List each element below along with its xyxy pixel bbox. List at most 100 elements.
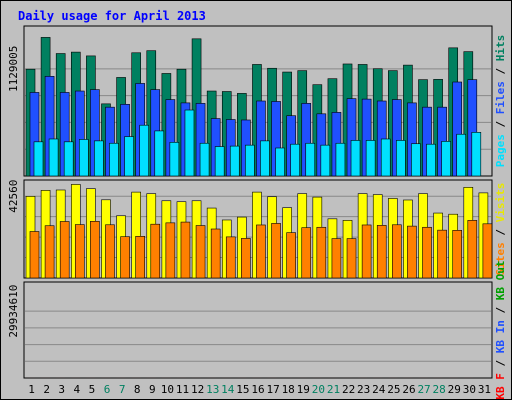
- bar-pages-28: [441, 141, 451, 177]
- x-tick-label-21: 21: [327, 383, 340, 396]
- bar-sites-10: [165, 222, 176, 279]
- x-tick-label-12: 12: [191, 383, 204, 396]
- bar-sites-9: [150, 223, 161, 279]
- legend-entry-top-3: /: [494, 61, 507, 81]
- x-tick-label-20: 20: [312, 383, 325, 396]
- bar-pages-20: [320, 144, 331, 177]
- bar-pages-19: [305, 142, 316, 177]
- x-tick-label-8: 8: [134, 383, 141, 396]
- legend-entry-bottom-3: /: [494, 300, 507, 320]
- bar-sites-30: [467, 220, 478, 279]
- x-tick-label-18: 18: [282, 383, 295, 396]
- bar-sites-6: [105, 224, 115, 279]
- x-tick-label-2: 2: [43, 383, 50, 396]
- bar-pages-2: [48, 138, 59, 177]
- series-sites: [29, 220, 493, 279]
- bar-sites-13: [210, 228, 221, 279]
- bar-sites-3: [59, 221, 70, 279]
- x-tick-label-17: 17: [266, 383, 279, 396]
- bar-pages-10: [169, 141, 180, 177]
- bar-pages-27: [426, 143, 436, 177]
- x-tick-label-3: 3: [58, 383, 65, 396]
- legend-entry-top-1: /: [494, 114, 507, 134]
- x-tick-label-29: 29: [448, 383, 461, 396]
- bar-sites-20: [316, 226, 327, 279]
- bar-sites-8: [135, 236, 145, 279]
- legend-entry-middle-1: /: [494, 222, 507, 242]
- bar-pages-14: [229, 145, 240, 177]
- bar-pages-21: [335, 142, 346, 177]
- x-tick-label-24: 24: [372, 383, 386, 396]
- bar-sites-28: [437, 229, 447, 279]
- legend-middle: Sites / Visits: [494, 183, 507, 276]
- bar-sites-26: [407, 225, 417, 279]
- bar-pages-26: [411, 143, 421, 177]
- panels-layer: 1129005 Pages / Files / Hits 42560 Sites / …: [7, 25, 507, 400]
- x-tick-label-26: 26: [402, 383, 415, 396]
- bar-pages-12: [199, 142, 210, 177]
- bar-sites-15: [241, 238, 251, 279]
- x-tick-label-6: 6: [104, 383, 111, 396]
- bar-sites-14: [225, 236, 236, 279]
- y-tick-label-middle: 42560: [7, 180, 20, 213]
- x-tick-label-30: 30: [463, 383, 476, 396]
- x-tick-label-27: 27: [417, 383, 430, 396]
- bar-pages-7: [124, 136, 134, 177]
- x-tick-label-22: 22: [342, 383, 355, 396]
- bar-sites-5: [90, 221, 100, 279]
- x-tick-label-31: 31: [478, 383, 491, 396]
- x-tick-label-10: 10: [161, 383, 174, 396]
- bar-pages-11: [184, 109, 195, 177]
- x-tick-label-28: 28: [433, 383, 446, 396]
- bar-pages-29: [456, 133, 467, 177]
- bar-sites-31: [482, 223, 493, 279]
- bar-pages-4: [78, 139, 89, 177]
- x-tick-label-23: 23: [357, 383, 370, 396]
- bar-pages-6: [109, 142, 119, 177]
- panel-middle: 42560 Sites / Visits: [7, 179, 507, 279]
- legend-entry-top-4: Hits: [494, 35, 507, 62]
- legend-bottom: KB F / KB In / KB Out: [494, 260, 507, 399]
- x-tick-label-15: 15: [236, 383, 249, 396]
- legend-entry-bottom-1: /: [494, 353, 507, 373]
- bar-pages-1: [33, 141, 44, 177]
- bar-sites-25: [392, 224, 402, 279]
- bar-sites-7: [120, 236, 130, 279]
- bar-sites-16: [256, 224, 266, 279]
- series-pages: [33, 109, 482, 177]
- bar-pages-24: [380, 138, 391, 177]
- bar-pages-17: [275, 147, 285, 177]
- legend-entry-bottom-2: KB In: [494, 320, 507, 353]
- bar-pages-25: [396, 140, 406, 177]
- legend-entry-bottom-0: KB F: [494, 373, 507, 400]
- legend-entry-middle-0: Sites: [494, 242, 507, 275]
- bar-sites-24: [376, 225, 387, 279]
- legend-entry-bottom-4: KB Out: [494, 260, 507, 300]
- bar-sites-29: [452, 230, 463, 279]
- bar-sites-22: [346, 238, 357, 279]
- bar-sites-11: [180, 221, 191, 279]
- panel-bottom: 29934610 KB F / KB In / KB Out: [7, 260, 507, 399]
- x-tick-label-1: 1: [28, 383, 35, 396]
- bar-sites-2: [44, 225, 55, 279]
- bar-sites-17: [271, 223, 281, 279]
- panel-frame-bottom: [23, 281, 493, 379]
- bar-pages-16: [260, 140, 270, 177]
- bar-sites-23: [361, 224, 372, 279]
- bar-pages-15: [245, 144, 255, 177]
- bar-pages-5: [94, 140, 104, 177]
- panel-top: 1129005 Pages / Files / Hits: [7, 25, 507, 177]
- bar-pages-3: [63, 141, 74, 177]
- bar-pages-9: [154, 130, 165, 177]
- bar-sites-4: [74, 224, 85, 279]
- chart-title: Daily usage for April 2013: [18, 9, 206, 23]
- bar-sites-19: [301, 227, 312, 279]
- y-tick-label-bottom: 29934610: [7, 285, 20, 338]
- bar-pages-23: [365, 140, 376, 177]
- legend-entry-middle-2: Visits: [494, 183, 507, 223]
- bar-pages-30: [471, 132, 482, 177]
- bar-sites-21: [331, 238, 342, 279]
- x-axis: 1 2 3 4 5 6 7 8 9 10 11 12 13 14 15 16 17 18 19 20 21 22 23 24 2…: [28, 383, 491, 396]
- x-tick-label-14: 14: [221, 383, 235, 396]
